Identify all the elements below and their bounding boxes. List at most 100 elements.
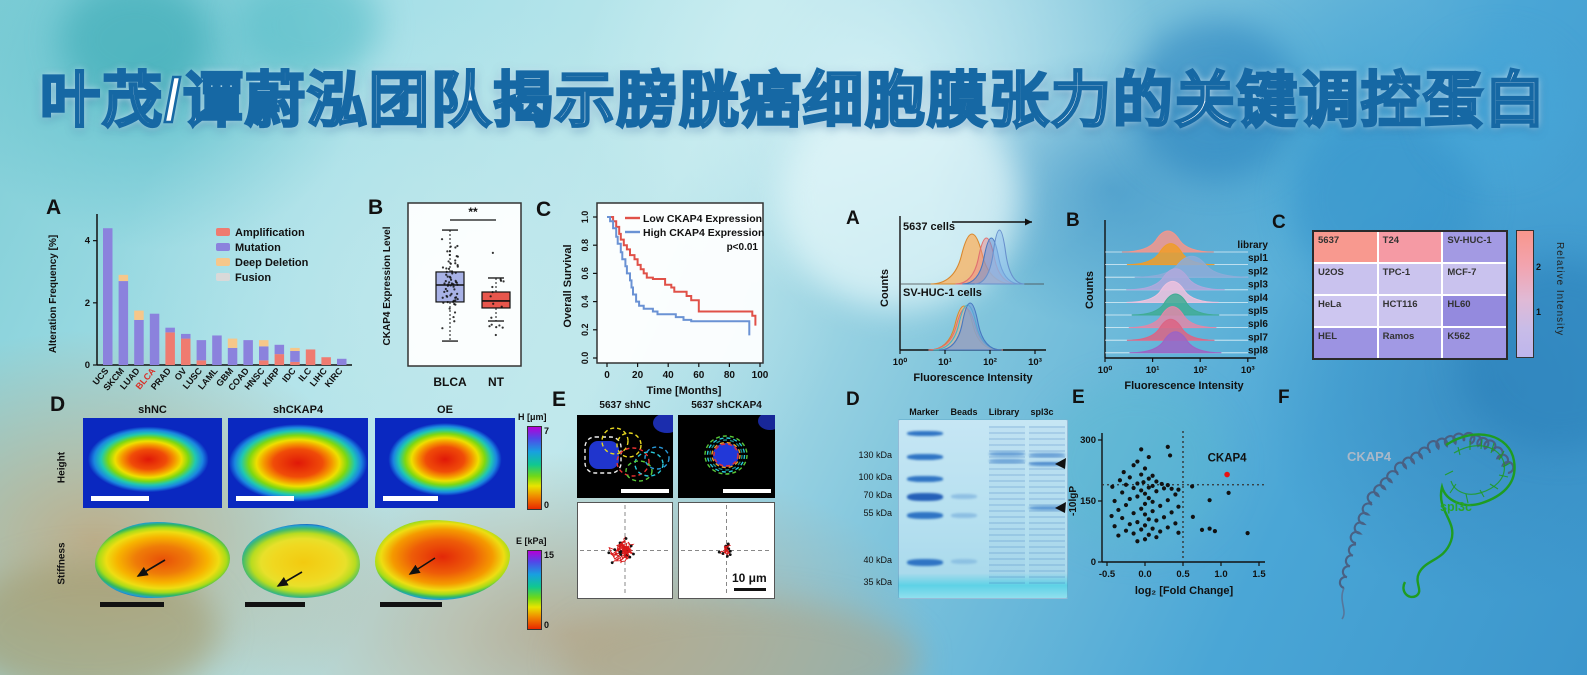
panel-letter: E: [1072, 387, 1085, 408]
scatter-point: [1169, 510, 1174, 515]
x-tick-label: 10⁰: [893, 357, 908, 368]
heat-cell-hct116: HCT116: [1378, 296, 1442, 326]
stiffness-colorbar-label: E [kPa]: [516, 536, 547, 546]
bar-segment-mutation: [118, 281, 129, 365]
panel-left-a: A 0 2 4 Alteration Frequency [%] UCS SKCM LUAD…: [40, 194, 372, 393]
panel-letter: D: [50, 393, 66, 416]
scatter-point: [1139, 447, 1144, 452]
scatter-point: [1176, 504, 1181, 509]
sample-dot: [498, 324, 501, 327]
y-tick-label: 0.2: [580, 324, 590, 337]
sample-dot: [491, 251, 494, 254]
scatter-point: [1123, 482, 1129, 487]
flow-curve: [974, 229, 1025, 285]
scatter-point: [1154, 518, 1159, 523]
stiffness-colorbar-max: 15: [544, 550, 555, 560]
aptamer-label-spl3c: spl3c: [1440, 500, 1472, 514]
track-plot: [580, 505, 670, 596]
cell-outline-red: [616, 447, 650, 477]
panel-letter: B: [1066, 210, 1080, 231]
group-label: 5637 cells: [903, 221, 955, 233]
gel-mw-130: 130 kDa: [858, 450, 892, 460]
scale-bar: [91, 496, 149, 501]
sample-dot: [454, 259, 457, 262]
migration-track: [620, 548, 628, 564]
x-tick-label: 10¹: [938, 357, 952, 368]
scatter-point: [1159, 481, 1164, 487]
x-tick-label: 0.5: [1176, 569, 1190, 580]
sample-dot: [495, 326, 498, 329]
stiffness-colorbar-min: 0: [544, 620, 550, 630]
marker-band-100: [907, 476, 943, 482]
protein-helix-segment: [1393, 446, 1432, 474]
sample-dot: [447, 260, 450, 263]
library-band: [989, 459, 1025, 463]
bar-segment-deep-deletion: [290, 347, 300, 352]
gel-lane-label-spl3c: spl3c: [1030, 407, 1054, 417]
afm-row-label-height: Height: [56, 451, 68, 484]
bar-segment-mutation: [165, 327, 175, 333]
aptamer-base-pair-rung: [1498, 474, 1509, 478]
bar-segment-amplification: [321, 357, 331, 365]
ridge-curve: [1128, 306, 1217, 329]
sample-dot: [453, 288, 456, 291]
spl3c-lane-smear: [1029, 426, 1065, 584]
nucleus: [713, 443, 739, 467]
group-label: BLCA: [433, 375, 467, 389]
sample-dot: [454, 246, 457, 249]
track-end-dot: [721, 552, 725, 555]
scale-bar: [380, 602, 442, 607]
y-tick-label: 0.8: [580, 239, 590, 252]
box: [481, 291, 511, 309]
panel-right-b: B library spl1 spl2 spl3 spl4 spl5 spl6 spl7 spl…: [1056, 198, 1276, 396]
aptamer-base-pair-rung: [1479, 489, 1485, 498]
track-end-dot: [728, 553, 732, 557]
scatter-point: [1150, 509, 1155, 514]
heat-cell-u2os: U2OS: [1314, 264, 1377, 294]
y-tick-label: 0.6: [580, 267, 590, 280]
scatter-point: [1158, 503, 1163, 508]
scatter-point: [1123, 502, 1129, 508]
cell-outline-ring: [713, 443, 739, 467]
scatter-point: [1123, 528, 1129, 533]
bar-segment-amplification: [196, 360, 207, 365]
scale-bar: [100, 602, 164, 607]
row-label: spl7: [1248, 332, 1268, 343]
bar-segment-amplification: [274, 354, 285, 365]
ridge-curve: [1121, 230, 1214, 253]
sample-dot: [442, 301, 445, 304]
track-end-dot: [619, 553, 623, 556]
track-end-dot: [613, 548, 617, 552]
height-colorbar: [527, 426, 542, 510]
sample-dot: [456, 283, 459, 286]
row-label: spl4: [1248, 293, 1268, 304]
sample-dot: [452, 315, 455, 319]
sample-dot: [441, 327, 444, 330]
panel-left-b: B CKAP4 Expression Level ** BLCA NT: [366, 194, 538, 400]
heat-cell-hl60: HL60: [1443, 296, 1506, 326]
scatter-point: [1146, 517, 1151, 522]
aptamer-inner-strand: [1450, 445, 1506, 495]
scatter-point: [1141, 480, 1146, 485]
gel-mw-35: 35 kDa: [863, 577, 892, 587]
row-label: library: [1237, 240, 1268, 251]
bar-segment-deep-deletion: [227, 338, 238, 348]
row-label: spl3: [1248, 280, 1268, 291]
scatter-point: [1131, 511, 1136, 516]
x-category-label: IDC: [280, 365, 298, 384]
scatter-point: [1131, 485, 1136, 491]
x-tick-label: 60: [693, 370, 705, 381]
relative-intensity-colorbar: [1516, 230, 1534, 358]
bar-segment-mutation: [337, 358, 347, 365]
track-end-dot: [610, 561, 614, 565]
x-tick-label: 10²: [983, 357, 997, 368]
aptamer-base-pair-rung: [1490, 442, 1495, 454]
migration-track-plot-shckap4: [678, 502, 775, 599]
legend-label: High CKAP4 Expression: [643, 227, 764, 239]
scale-bar: [383, 496, 438, 501]
sample-dot: [447, 283, 450, 286]
scatter-point: [1173, 492, 1178, 497]
sample-dot: [501, 326, 504, 329]
cell-outline-green: [625, 460, 653, 482]
heat-cell-ramos: Ramos: [1378, 328, 1442, 358]
